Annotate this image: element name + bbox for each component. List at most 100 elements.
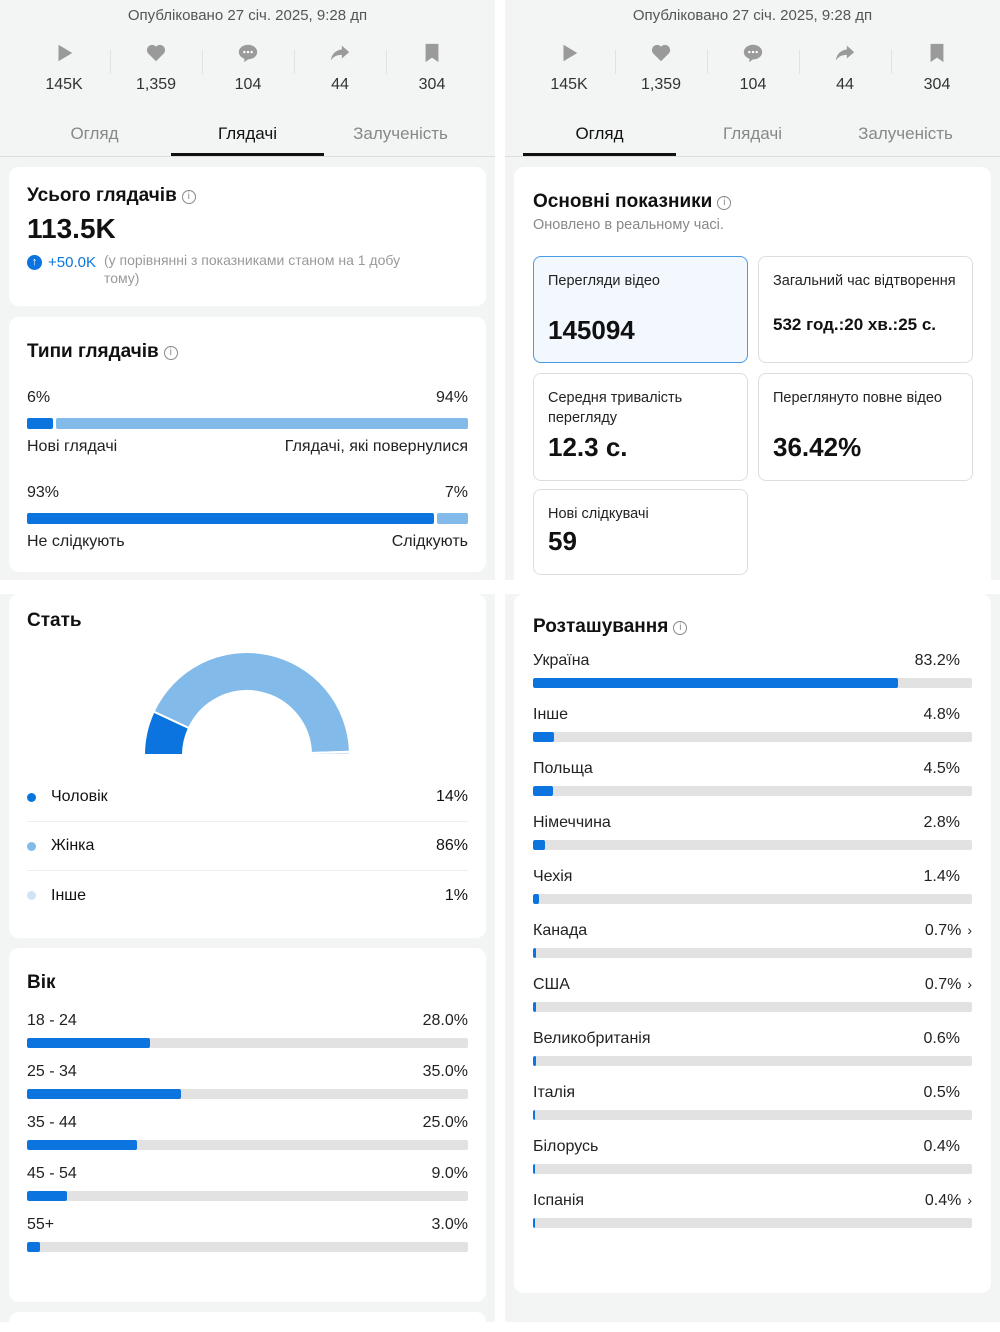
overview-panel: Опубліковано 27 січ. 2025, 9:28 дп 145K 1,… — [505, 0, 1000, 1322]
location-row[interactable]: США 0.7% › — [533, 976, 972, 1012]
country-bar — [533, 1056, 972, 1066]
metric-label: Нові слідкувачі — [548, 506, 649, 522]
age-bar-fill — [27, 1140, 138, 1150]
age-value: 28.0% — [422, 1012, 468, 1029]
location-row: Україна 83.2% — [533, 652, 972, 688]
bar-segment-b — [437, 513, 468, 524]
country-label: Канада — [533, 922, 588, 939]
country-bar — [533, 894, 972, 904]
country-value: 0.7% — [924, 976, 962, 993]
stat-value: 304 — [923, 76, 951, 93]
stat-share: 44 — [799, 42, 891, 94]
age-label: 25 - 34 — [27, 1063, 77, 1080]
label-a: Не слідкують — [27, 533, 125, 550]
stat-value: 104 — [234, 76, 262, 93]
country-value: 0.6% — [923, 1030, 960, 1047]
chevron-right-icon[interactable]: › — [967, 976, 972, 992]
stat-heart: 1,359 — [110, 42, 202, 94]
legend-value: 1% — [444, 886, 468, 904]
age-label: 55+ — [27, 1216, 55, 1233]
country-bar-fill — [533, 1218, 536, 1228]
country-value: 0.7% — [924, 922, 962, 939]
tab-engagement[interactable]: Залученість — [858, 124, 953, 143]
legend-dot-icon — [27, 891, 36, 900]
country-label: Великобританія — [533, 1030, 651, 1047]
country-bar — [533, 1164, 972, 1174]
bookmark-icon — [425, 43, 439, 63]
age-bar-fill — [27, 1089, 182, 1099]
location-row: Німеччина 2.8% — [533, 814, 972, 850]
gender-card: Стать Чоловік 14% Жінка 86% Інше 1% — [9, 594, 486, 938]
country-label: Німеччина — [533, 814, 611, 831]
stat-value: 1,359 — [135, 76, 177, 93]
country-bar — [533, 732, 972, 742]
stat-value: 145K — [45, 76, 83, 93]
country-label: Італія — [533, 1084, 576, 1101]
video-stats: 145K 1,359 104 44 304 — [523, 42, 983, 94]
delta-note: (у порівнянні з показниками станом на 1 … — [103, 252, 401, 286]
stat-play: 145K — [18, 42, 110, 94]
country-value: 0.4% — [924, 1192, 962, 1209]
tab-viewers[interactable]: Глядачі — [171, 118, 324, 156]
tab-divider — [0, 156, 495, 157]
label-b: Глядачі, які повернулися — [284, 438, 468, 455]
age-value: 9.0% — [431, 1165, 468, 1182]
key-metrics-subtitle: Оновлено в реальному часі. — [533, 217, 724, 233]
metric-box[interactable]: Нові слідкувачі 59 — [533, 489, 748, 575]
country-bar-fill — [533, 948, 537, 958]
stat-value: 44 — [836, 76, 854, 93]
metric-value: 145094 — [548, 315, 635, 345]
info-icon[interactable]: i — [717, 196, 732, 210]
metric-value: 532 год.:20 хв.:25 с. — [773, 315, 937, 334]
country-bar-fill — [533, 840, 546, 850]
country-value: 4.8% — [923, 706, 960, 723]
tab-overview[interactable]: Огляд — [70, 124, 119, 143]
chevron-right-icon[interactable]: › — [967, 922, 972, 938]
country-bar — [533, 678, 972, 688]
play-icon — [58, 44, 73, 62]
country-label: Іспанія — [533, 1192, 585, 1209]
location-row[interactable]: Канада 0.7% › — [533, 922, 972, 958]
metric-box[interactable]: Середня тривалість перегляду 12.3 с. — [533, 373, 748, 481]
age-card: Вік 18 - 24 28.0% 25 - 34 35.0% 35 - 44 25.0% 4… — [9, 948, 486, 1302]
info-icon[interactable]: i — [163, 346, 178, 360]
comment-icon — [238, 44, 258, 63]
country-bar-fill — [533, 1110, 536, 1120]
info-icon[interactable]: i — [673, 621, 688, 635]
metric-box[interactable]: Загальний час відтворення 532 год.:20 хв.… — [758, 256, 973, 363]
bookmark-icon — [930, 43, 944, 63]
location-row: Італія 0.5% — [533, 1084, 972, 1120]
metric-value: 12.3 с. — [548, 432, 628, 462]
tab-overview[interactable]: Огляд — [523, 118, 676, 156]
age-bar-fill — [27, 1242, 41, 1252]
age-label: 45 - 54 — [27, 1165, 77, 1182]
tab-viewers[interactable]: Глядачі — [722, 124, 782, 143]
metric-box[interactable]: Перегляди відео 145094 — [533, 256, 748, 363]
legend-dot-icon — [27, 792, 36, 802]
bar-segment-a — [27, 418, 54, 429]
location-row: Білорусь 0.4% — [533, 1138, 972, 1174]
split-bar — [27, 418, 468, 429]
viewer-types-title: Типи глядачів — [27, 341, 159, 362]
tab-engagement[interactable]: Залученість — [353, 124, 448, 143]
total-viewers-card: Усього глядачів i 113.5K ↑ +50.0K (у порівн… — [9, 167, 486, 306]
country-value: 0.5% — [923, 1084, 960, 1101]
info-icon[interactable]: i — [181, 190, 196, 204]
label-a: Нові глядачі — [27, 438, 118, 455]
country-value: 83.2% — [914, 652, 960, 669]
country-label: Білорусь — [533, 1138, 599, 1155]
location-row: Великобританія 0.6% — [533, 1030, 972, 1066]
age-bar-fill — [27, 1038, 151, 1048]
age-bar — [27, 1089, 468, 1099]
chevron-right-icon[interactable]: › — [967, 1192, 972, 1208]
donut-slice-2 — [309, 750, 352, 756]
metric-value: 36.42% — [773, 432, 862, 462]
age-bar — [27, 1038, 468, 1048]
total-viewers-value: 113.5K — [27, 213, 116, 244]
metric-box[interactable]: Переглянуто повне відео 36.42% — [758, 373, 973, 481]
location-row: Польща 4.5% — [533, 760, 972, 796]
country-label: Інше — [533, 706, 569, 723]
country-value: 1.4% — [923, 868, 960, 885]
country-label: Польща — [533, 760, 593, 777]
location-row[interactable]: Іспанія 0.4% › — [533, 1192, 972, 1228]
